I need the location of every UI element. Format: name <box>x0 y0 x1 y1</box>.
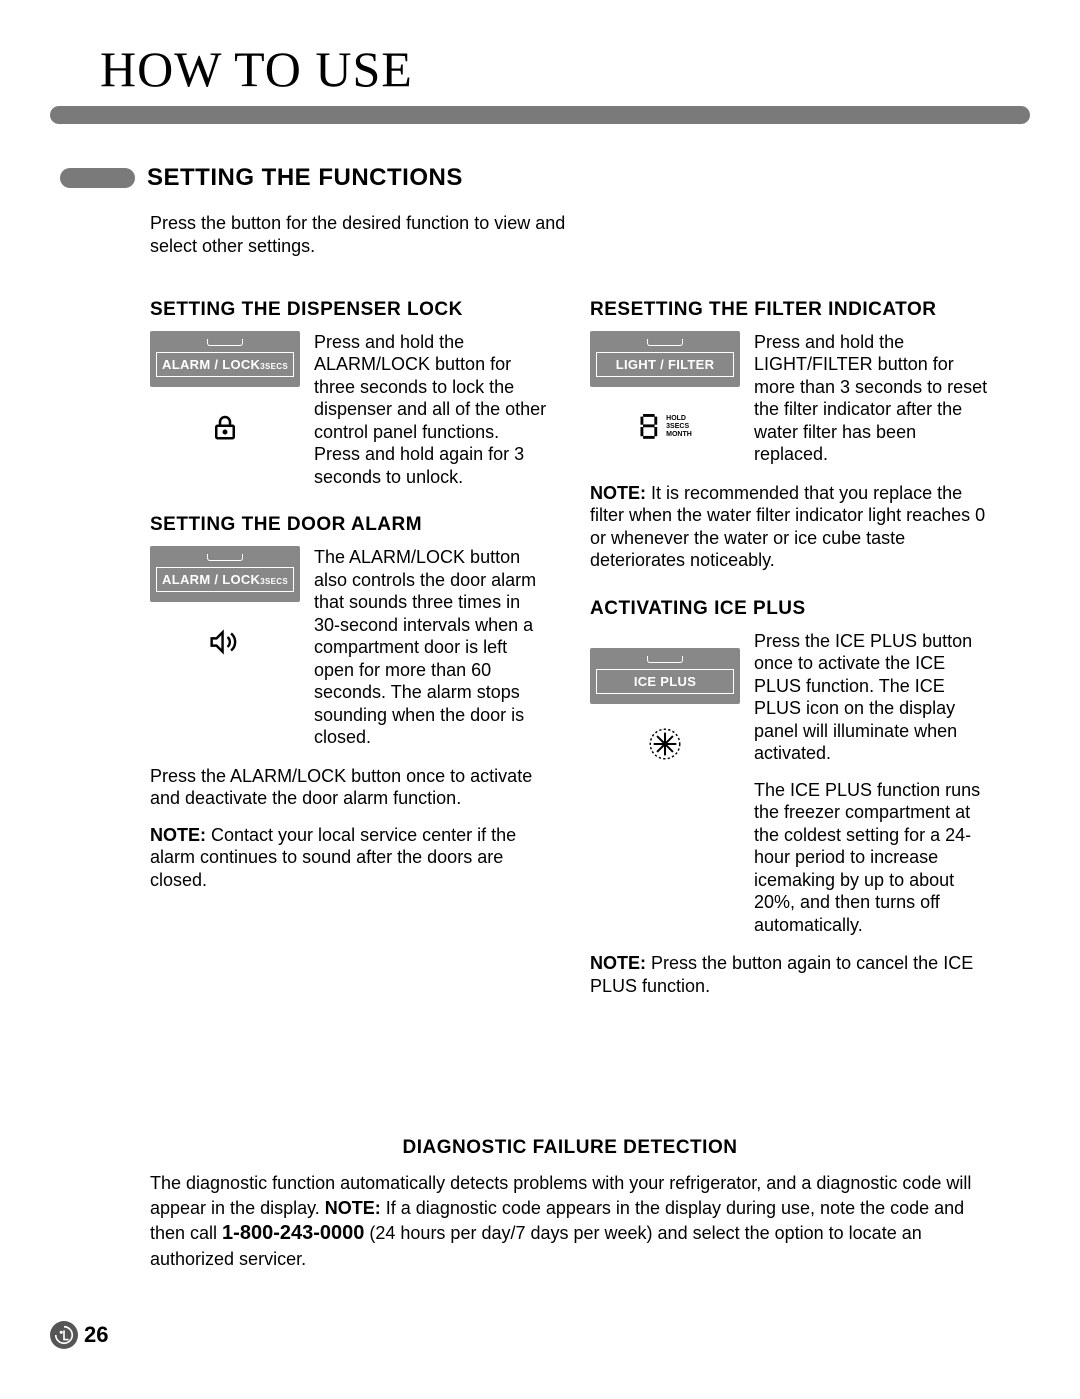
ice-plus-button: ICE PLUS <box>590 648 740 704</box>
light-filter-button: LIGHT / FILTER <box>590 331 740 387</box>
dispenser-lock-body: Press and hold the ALARM/LOCK button for… <box>314 331 550 489</box>
iceplus-button-stack: ICE PLUS <box>590 648 740 937</box>
alarm-lock-button-2: ALARM / LOCK3SECS <box>150 546 300 602</box>
light-filter-button-label: LIGHT / FILTER <box>616 357 715 372</box>
title-bar <box>50 106 1030 124</box>
ice-plus-button-label: ICE PLUS <box>634 674 696 689</box>
iceplus-heading: ACTIVATING ICE PLUS <box>590 598 990 620</box>
page-title: HOW TO USE <box>100 40 1030 98</box>
speaker-icon <box>205 622 245 662</box>
diagnostic-heading: DIAGNOSTIC FAILURE DETECTION <box>150 1137 990 1159</box>
filter-note-text: It is recommended that you replace the f… <box>590 483 985 571</box>
diag-phone: 1-800-243-0000 <box>222 1222 364 1244</box>
page-number: 26 <box>84 1322 108 1348</box>
lg-logo-icon <box>50 1321 78 1349</box>
filter-digit-icon: HOLD 3SECS MONTH <box>638 407 692 447</box>
lock-icon <box>205 407 245 447</box>
door-alarm-heading: SETTING THE DOOR ALARM <box>150 514 550 536</box>
note-label: NOTE: <box>590 953 646 973</box>
filter-icon-labels: HOLD 3SECS MONTH <box>666 415 692 438</box>
door-alarm-after: Press the ALARM/LOCK button once to acti… <box>150 765 550 810</box>
iceplus-body1: Press the ICE PLUS button once to activa… <box>754 630 990 765</box>
alarm-lock-button-sub: 3SECS <box>260 362 288 371</box>
filter-body: Press and hold the LIGHT/FILTER button f… <box>754 331 990 466</box>
diagnostic-section: DIAGNOSTIC FAILURE DETECTION The diagnos… <box>150 1137 990 1271</box>
filter-heading: RESETTING THE FILTER INDICATOR <box>590 299 990 321</box>
right-column: RESETTING THE FILTER INDICATOR LIGHT / F… <box>590 299 990 998</box>
door-alarm-note: NOTE: Contact your local service center … <box>150 824 550 892</box>
dispenser-lock-heading: SETTING THE DISPENSER LOCK <box>150 299 550 321</box>
alarm-lock-button-2-label: ALARM / LOCK <box>162 572 260 587</box>
section-pill <box>60 168 135 188</box>
iceplus-block: ICE PLUS Press the ICE PLUS button once … <box>590 630 990 937</box>
alarm-lock-button-2-sub: 3SECS <box>260 577 288 586</box>
intro-text: Press the button for the desired functio… <box>150 212 570 259</box>
dispenser-lock-button-stack: ALARM / LOCK3SECS <box>150 331 300 489</box>
alarm-lock-button: ALARM / LOCK3SECS <box>150 331 300 387</box>
iceplus-body2: The ICE PLUS function runs the freezer c… <box>754 779 990 937</box>
diagnostic-body: The diagnostic function automatically de… <box>150 1171 990 1271</box>
content-columns: SETTING THE DISPENSER LOCK ALARM / LOCK3… <box>150 299 990 998</box>
section-header: SETTING THE FUNCTIONS <box>147 164 463 192</box>
door-alarm-block: ALARM / LOCK3SECS The ALARM/LOCK button … <box>150 546 550 749</box>
iceplus-body-wrap: Press the ICE PLUS button once to activa… <box>754 630 990 937</box>
dispenser-lock-block: ALARM / LOCK3SECS Press and hold the ALA… <box>150 331 550 489</box>
snowflake-icon <box>645 724 685 764</box>
iceplus-note-text: Press the button again to cancel the ICE… <box>590 953 973 996</box>
iceplus-note: NOTE: Press the button again to cancel t… <box>590 952 990 997</box>
note-label: NOTE: <box>150 825 206 845</box>
filter-button-stack: LIGHT / FILTER HOLD 3SECS MONTH <box>590 331 740 466</box>
filter-block: LIGHT / FILTER HOLD 3SECS MONTH Press an… <box>590 331 990 466</box>
door-alarm-button-stack: ALARM / LOCK3SECS <box>150 546 300 749</box>
alarm-lock-button-label: ALARM / LOCK <box>162 357 260 372</box>
note-label: NOTE: <box>590 483 646 503</box>
note-label: NOTE: <box>325 1198 381 1218</box>
door-alarm-body: The ALARM/LOCK button also controls the … <box>314 546 550 749</box>
filter-note: NOTE: It is recommended that you replace… <box>590 482 990 572</box>
section-header-row: SETTING THE FUNCTIONS <box>60 164 1030 192</box>
left-column: SETTING THE DISPENSER LOCK ALARM / LOCK3… <box>150 299 550 998</box>
footer: 26 <box>50 1321 108 1349</box>
